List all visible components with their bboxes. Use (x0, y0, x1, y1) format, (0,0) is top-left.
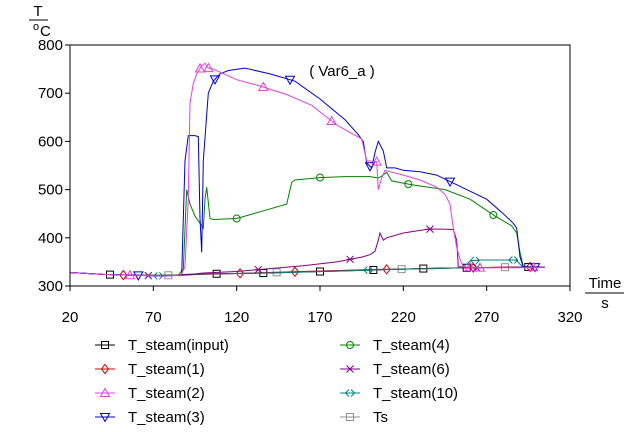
x-tick-label: 270 (474, 309, 499, 326)
y-axis-title: T o C (29, 3, 51, 40)
legend-label: T_steam(2) (128, 385, 205, 402)
cross-marker (346, 255, 354, 264)
legend-item: Ts (340, 409, 388, 426)
triangle-up-marker (257, 81, 269, 91)
triangle-up-marker (464, 261, 476, 272)
diamond-marker (290, 266, 300, 278)
triangle-down-marker (284, 75, 296, 86)
legend-label: T_steam(6) (373, 361, 450, 378)
diamond-marker (119, 269, 128, 281)
legend-item: T_steam(6) (340, 361, 450, 378)
y-axis-label-unit: C (40, 23, 51, 40)
triangle-down-marker (444, 177, 456, 188)
x-tick-label: 320 (557, 309, 582, 326)
legend: T_steam(input) T_steam(1) T_steam(2) T_stea… (95, 337, 458, 426)
triangle-down-marker (99, 413, 111, 423)
triangle-up-marker (474, 262, 486, 272)
y-tick-label: 300 (38, 278, 63, 295)
legend-label: T_steam(1) (128, 361, 205, 378)
triangle-up-marker (326, 115, 338, 126)
series-t-steam-2- (69, 62, 545, 280)
legend-item: T_steam(2) (95, 385, 205, 402)
triangle-up-marker (99, 387, 111, 397)
y-axis-label-degree: o (33, 21, 39, 33)
double-arrow-marker (345, 389, 355, 397)
x-tick-label: 170 (307, 309, 332, 326)
y-tick-label: 600 (38, 133, 63, 150)
double-arrow-marker (363, 266, 374, 274)
circle-marker (316, 173, 324, 182)
series-line (69, 228, 545, 277)
series-group (69, 62, 546, 281)
y-tick-label: 800 (38, 37, 63, 54)
x-tick-label: 120 (224, 309, 249, 326)
triangle-up-marker (124, 269, 136, 280)
x-tick-label: 220 (391, 309, 416, 326)
x-axis-label-top: Time (589, 275, 622, 292)
x-axis-label-bottom: s (601, 295, 609, 312)
x-tick-label: 20 (62, 309, 79, 326)
circle-marker (232, 214, 241, 223)
circle-marker (489, 210, 498, 219)
triangle-down-marker (364, 162, 376, 172)
double-arrow-marker (470, 256, 480, 265)
triangle-up-marker (202, 62, 214, 73)
circle-marker (404, 180, 413, 189)
x-tick-label: 70 (145, 309, 162, 326)
legend-label: T_steam(input) (128, 337, 229, 354)
diamond-marker (100, 363, 110, 375)
y-tick-group: 300 400 500 600 700 800 (38, 37, 70, 295)
cross-marker (346, 365, 354, 373)
series-line (69, 171, 545, 276)
legend-item: T_steam(10) (340, 385, 458, 402)
y-tick-label: 700 (38, 85, 63, 102)
legend-item: T_steam(1) (95, 361, 205, 378)
diamond-marker (382, 264, 391, 275)
double-arrow-marker (508, 256, 519, 264)
cross-marker (254, 265, 263, 274)
triangle-up-marker (527, 261, 539, 272)
triangle-down-marker (209, 75, 221, 85)
square-marker (346, 413, 354, 421)
chart-annotation: ( Var6_a ) (309, 63, 375, 80)
x-tick-group: 20 70 120 170 220 270 320 (62, 286, 583, 326)
y-tick-label: 400 (38, 230, 63, 247)
legend-item: T_steam(3) (95, 409, 205, 426)
plot-frame (69, 44, 571, 287)
circle-marker (346, 341, 354, 349)
y-tick-label: 500 (38, 182, 63, 199)
triangle-up-marker (194, 62, 206, 73)
legend-label: T_steam(4) (373, 337, 450, 354)
series-line (69, 62, 545, 277)
cross-marker (426, 225, 434, 233)
legend-item: T_steam(input) (95, 337, 229, 354)
series-line (69, 67, 545, 277)
legend-item: T_steam(4) (340, 337, 450, 354)
series-t-steam-4- (69, 171, 545, 276)
x-axis-title: Time s (585, 275, 624, 312)
legend-label: T_steam(3) (128, 409, 205, 426)
legend-label: T_steam(10) (373, 385, 458, 402)
triangle-up-marker (371, 156, 383, 166)
y-axis-label-top: T (33, 3, 42, 20)
square-marker (101, 341, 109, 349)
legend-label: Ts (373, 409, 388, 426)
